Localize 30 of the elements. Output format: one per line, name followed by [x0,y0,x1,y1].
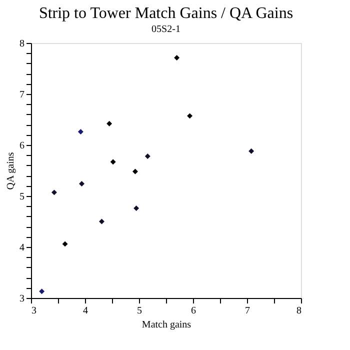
y-tick-label: 4 [20,242,24,254]
point [144,153,150,159]
point [106,120,112,126]
point [110,159,116,165]
x-tick-label: 4 [83,306,88,316]
y-tick-label: 8 [20,38,24,50]
chart-subtitle: 05S2-1 [152,24,180,35]
x-tick-label: 6 [191,306,196,316]
point [134,206,140,211]
y-axis-title: QA gains [6,152,16,190]
y-tick-label: 5 [20,192,24,202]
point [51,190,57,196]
x-tick-label: 8 [296,306,302,316]
x-tick-label: 3 [32,306,36,316]
point [187,113,192,119]
x-axis-title: Match gains [142,320,192,330]
point [248,148,254,154]
point [79,181,84,186]
point [62,241,68,247]
point [132,168,138,174]
x-tick-label: 5 [137,306,142,316]
point [99,218,104,224]
point [39,288,45,294]
y-tick-label: 3 [20,294,24,304]
point [174,55,180,61]
y-tick-label: 6 [20,140,24,152]
y-tick-label: 7 [20,90,24,100]
point [78,129,84,134]
x-tick-label: 7 [245,306,250,316]
chart-title: Strip to Tower Match Gains / QA Gains [38,5,294,22]
